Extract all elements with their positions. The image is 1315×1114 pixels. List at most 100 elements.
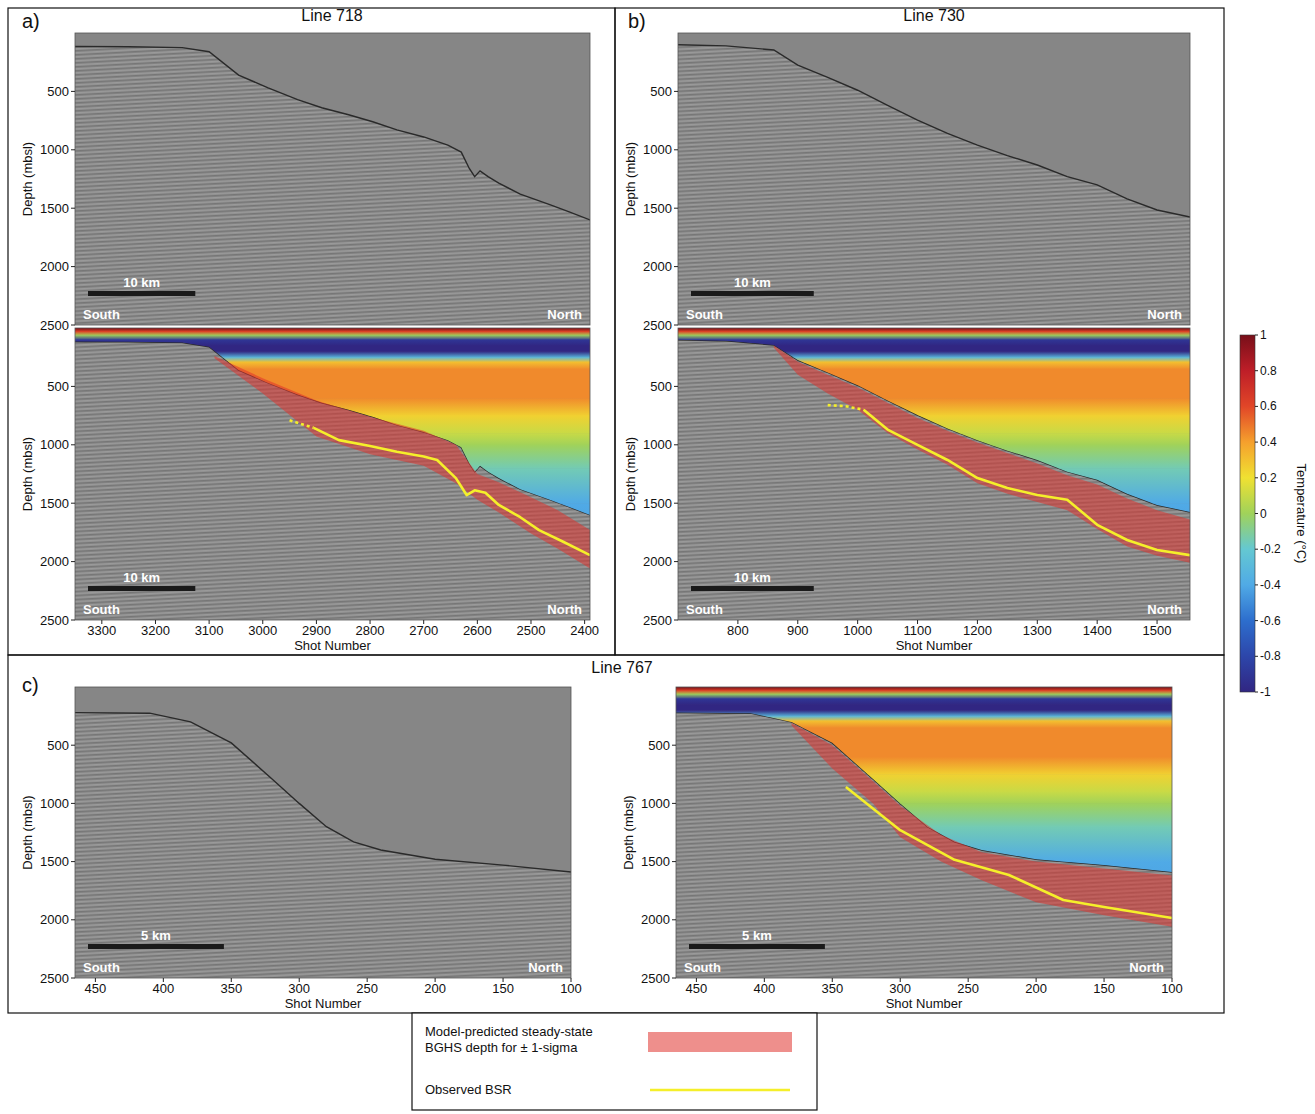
y-tick: [674, 149, 678, 150]
x-tick-label: 2500: [517, 623, 546, 638]
legend-label-line: Model-predicted steady-state: [425, 1024, 593, 1039]
x-tick-label: 200: [424, 981, 446, 996]
temperature-band: [678, 351, 1190, 357]
x-tick-label: 3000: [248, 623, 277, 638]
scale-bar: [88, 586, 195, 591]
colorbar-tick: [1255, 477, 1258, 478]
sediment: [678, 45, 1190, 325]
plot-frame: [75, 687, 571, 978]
temperature-band: [75, 328, 590, 332]
colorbar-tick-label: -1: [1260, 685, 1271, 699]
temperature-band: [75, 351, 590, 357]
y-axis-title: Depth (mbsl): [20, 437, 35, 511]
water-ground: [75, 687, 571, 978]
x-tick-label: 1200: [963, 623, 992, 638]
colorbar-tick: [1255, 549, 1258, 550]
x-tick-label: 2600: [463, 623, 492, 638]
legend-frame: [412, 1013, 817, 1110]
sediment: [676, 713, 1172, 978]
sediment: [75, 341, 590, 620]
temperature-band: [75, 362, 590, 370]
direction-label: South: [83, 602, 120, 617]
y-tick-label: 2000: [643, 554, 672, 569]
direction-label: South: [83, 307, 120, 322]
y-axis-title: Depth (mbsl): [623, 142, 638, 216]
colorbar-tick-label: -0.4: [1260, 578, 1281, 592]
y-tick-label: 1000: [40, 142, 69, 157]
water-ground: [75, 33, 590, 325]
colorbar-tick: [1255, 620, 1258, 621]
y-tick-label: 2500: [40, 971, 69, 986]
bsr-inferred: [290, 420, 314, 428]
y-tick-label: 2500: [643, 318, 672, 333]
temperature-band: [676, 694, 1172, 699]
x-tick-label: 1000: [843, 623, 872, 638]
y-tick-label: 1000: [643, 142, 672, 157]
direction-label: North: [547, 602, 582, 617]
y-tick: [674, 620, 678, 621]
temperature-band: [676, 687, 1172, 691]
y-tick: [71, 561, 75, 562]
temperature-band: [75, 346, 590, 352]
x-axis-title: Shot Number: [896, 638, 973, 653]
temperature-band: [678, 346, 1190, 352]
colorbar-tick: [1255, 584, 1258, 585]
y-tick: [674, 325, 678, 326]
colorbar-tick-label: 0.2: [1260, 471, 1277, 485]
bsr-line: [864, 410, 1190, 555]
colorbar-tick-label: 0.4: [1260, 435, 1277, 449]
y-tick: [71, 325, 75, 326]
colorbar-tick-label: -0.8: [1260, 649, 1281, 663]
y-tick: [71, 266, 75, 267]
x-tick-label: 1100: [904, 623, 932, 638]
temperature-field: [678, 328, 1190, 620]
y-tick-label: 2500: [40, 318, 69, 333]
colorbar-tick: [1255, 370, 1258, 371]
plot-area: [678, 33, 1190, 325]
colorbar-tick: [1255, 406, 1258, 407]
direction-label: South: [83, 960, 120, 975]
legend-swatch: [648, 1032, 792, 1052]
y-tick: [674, 386, 678, 387]
temperature-band: [75, 445, 590, 469]
bsr-line: [846, 787, 1172, 918]
y-tick-label: 1500: [643, 496, 672, 511]
scale-bar: [88, 291, 195, 296]
y-tick-label: 2000: [40, 912, 69, 927]
colorbar-tick-label: 0.6: [1260, 399, 1277, 413]
panel-frame: [8, 655, 1224, 1013]
x-tick-label: 2700: [409, 623, 438, 638]
y-tick: [71, 149, 75, 150]
y-tick: [672, 745, 676, 746]
colorbar-tick: [1255, 442, 1258, 443]
y-tick: [71, 745, 75, 746]
colorbar-tick: [1255, 335, 1258, 336]
y-tick: [71, 861, 75, 862]
x-tick-label: 150: [1093, 981, 1115, 996]
bghs-band: [792, 723, 1172, 927]
y-tick-label: 1000: [40, 796, 69, 811]
bghs-band: [774, 346, 1190, 563]
plot-area: [75, 33, 590, 325]
temperature-field: [676, 687, 1172, 978]
panel-title: Line 730: [903, 7, 964, 24]
x-tick-label: 800: [727, 623, 749, 638]
x-tick-label: 200: [1025, 981, 1047, 996]
scale-bar-label: 10 km: [734, 275, 771, 290]
scale-bar: [88, 944, 224, 949]
colorbar-tick: [1255, 513, 1258, 514]
y-tick: [674, 266, 678, 267]
y-tick: [674, 444, 678, 445]
y-tick-label: 2500: [641, 971, 670, 986]
colorbar-tick-label: -0.6: [1260, 614, 1281, 628]
x-tick-label: 1400: [1083, 623, 1112, 638]
y-tick-label: 1500: [40, 201, 69, 216]
y-tick: [672, 978, 676, 979]
water-ground: [678, 328, 1190, 620]
temperature-band: [676, 716, 1172, 721]
y-tick-label: 1000: [40, 437, 69, 452]
x-tick-label: 450: [85, 981, 107, 996]
y-tick-label: 1500: [40, 854, 69, 869]
direction-label: North: [528, 960, 563, 975]
y-tick-label: 1000: [643, 437, 672, 452]
